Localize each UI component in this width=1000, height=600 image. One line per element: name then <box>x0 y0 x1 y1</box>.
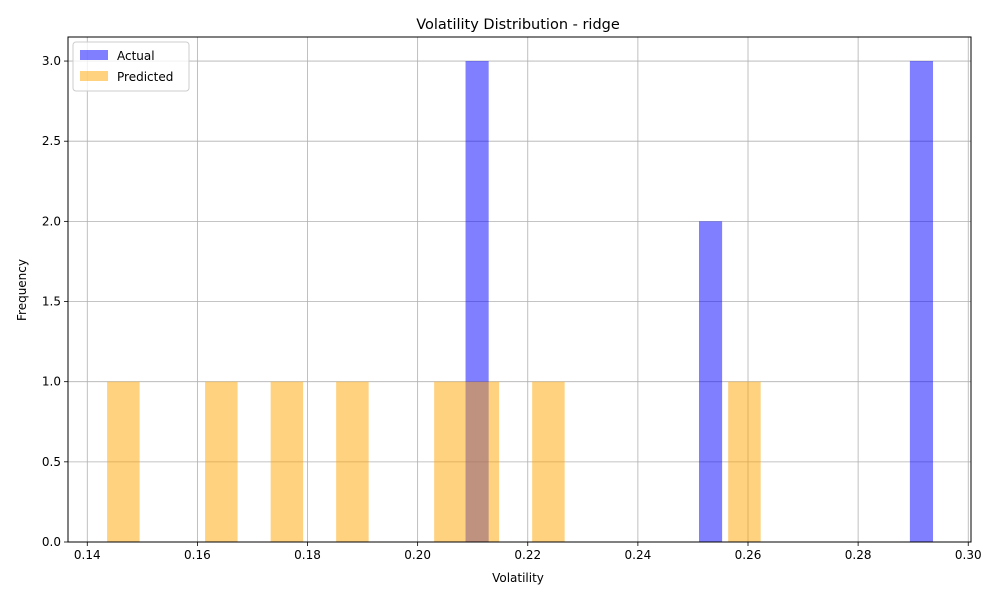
x-tick-label: 0.16 <box>184 548 211 562</box>
actual-bar <box>909 61 934 543</box>
predicted-bar <box>336 381 369 542</box>
predicted-bar <box>205 381 238 542</box>
y-tick-label: 2.0 <box>42 214 61 228</box>
x-tick-label: 0.30 <box>955 548 982 562</box>
legend-swatch-actual <box>80 50 108 60</box>
predicted-bar <box>270 381 304 542</box>
x-tick-label: 0.14 <box>74 548 101 562</box>
x-tick-label: 0.22 <box>514 548 541 562</box>
x-tick-label: 0.20 <box>404 548 431 562</box>
x-tick-label: 0.24 <box>625 548 652 562</box>
predicted-bar <box>532 381 565 542</box>
x-tick-label: 0.26 <box>735 548 762 562</box>
y-tick-label: 1.5 <box>42 295 61 309</box>
y-tick-label: 0.5 <box>42 455 61 469</box>
y-tick-label: 1.0 <box>42 375 61 389</box>
x-tick-label: 0.28 <box>845 548 872 562</box>
predicted-bar <box>728 381 761 542</box>
predicted-bar <box>466 381 500 542</box>
y-axis-ticks: 0.0 0.5 1.0 1.5 2.0 2.5 3.0 <box>42 54 68 549</box>
legend: Actual Predicted <box>72 41 190 92</box>
predicted-bar <box>434 381 467 542</box>
legend-label-predicted: Predicted <box>117 70 173 84</box>
y-tick-label: 3.0 <box>42 54 61 68</box>
y-axis-title: Frequency <box>15 259 29 321</box>
plot-area <box>68 37 971 542</box>
x-tick-label: 0.18 <box>294 548 321 562</box>
legend-swatch-predicted <box>80 71 108 81</box>
chart-title: Volatility Distribution - ridge <box>416 17 620 33</box>
plot-frame <box>67 36 972 543</box>
x-axis-title: Volatility <box>492 571 544 585</box>
x-axis-ticks: 0.14 0.16 0.18 0.20 0.22 0.24 0.26 0.28 0.30 <box>74 542 982 562</box>
predicted-bars <box>107 381 761 542</box>
y-tick-label: 0.0 <box>42 535 61 549</box>
actual-bar <box>698 221 723 542</box>
predicted-bar <box>107 381 140 542</box>
legend-label-actual: Actual <box>117 49 155 63</box>
y-tick-label: 2.5 <box>42 134 61 148</box>
